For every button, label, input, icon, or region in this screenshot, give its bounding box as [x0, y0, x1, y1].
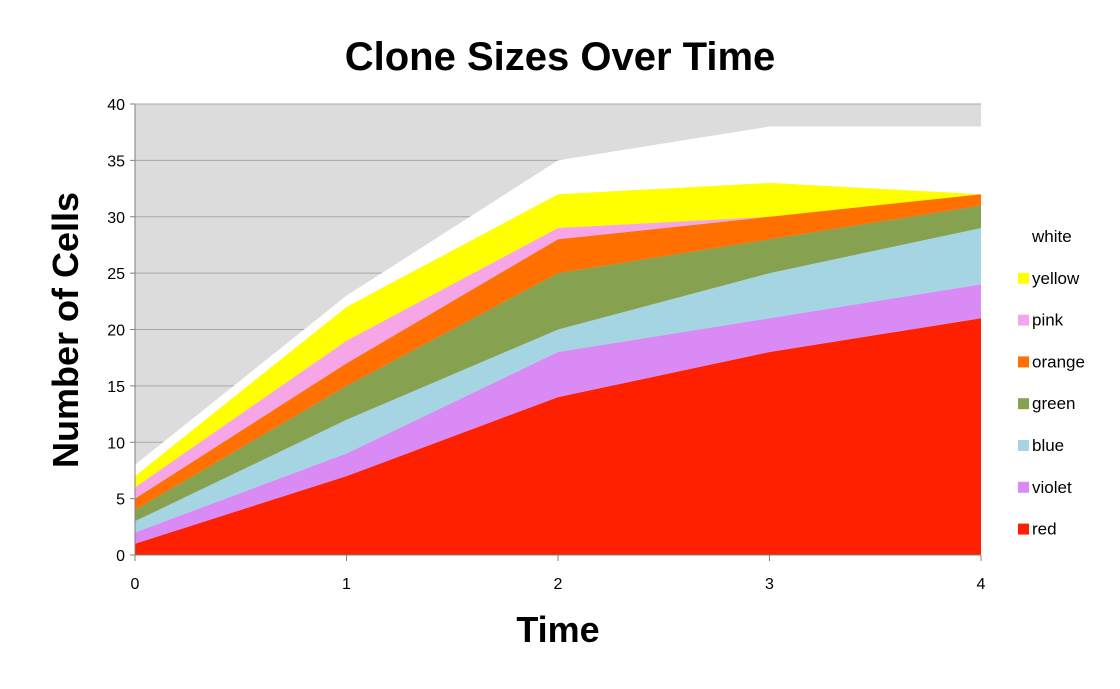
x-tick-label: 4 [977, 576, 986, 593]
legend-swatch-green [1018, 398, 1029, 410]
legend-label-violet: violet [1032, 478, 1072, 497]
legend-label-blue: blue [1032, 436, 1064, 455]
y-tick-label: 10 [107, 435, 125, 452]
legend-label-pink: pink [1032, 311, 1064, 330]
x-tick-label: 3 [765, 576, 774, 593]
area-orange [135, 194, 981, 510]
area-red [135, 318, 981, 555]
area-green [135, 205, 981, 522]
area-series [135, 126, 981, 555]
y-tick-label: 25 [107, 266, 125, 283]
y-axis-title: Number of Cells [45, 192, 86, 468]
legend-label-orange: orange [1032, 352, 1085, 371]
legend-swatch-white [1018, 231, 1029, 242]
y-tick-label: 30 [107, 210, 125, 227]
legend: white yellow pink orange green blue violet red [1018, 227, 1085, 539]
legend-swatch-yellow [1018, 272, 1029, 284]
y-tick-label: 0 [116, 548, 125, 565]
legend-label-white: white [1031, 227, 1072, 246]
x-tick-label: 2 [554, 576, 563, 593]
x-tick-label: 1 [342, 576, 351, 593]
x-tick-label: 0 [131, 576, 140, 593]
y-tick-label: 40 [107, 97, 125, 114]
y-tick-label: 5 [116, 492, 125, 509]
legend-label-green: green [1032, 394, 1075, 413]
legend-label-yellow: yellow [1032, 269, 1080, 288]
area-white [135, 126, 981, 477]
legend-swatch-pink [1018, 314, 1029, 326]
y-tick-label: 20 [107, 323, 125, 340]
y-tick-label: 35 [107, 153, 125, 170]
area-blue [135, 228, 981, 533]
x-tick-labels: 0 1 2 3 4 [131, 576, 986, 593]
chart-title: Clone Sizes Over Time [345, 35, 776, 79]
legend-label-red: red [1032, 520, 1057, 539]
x-axis-title: Time [516, 609, 599, 650]
area-violet [135, 284, 981, 544]
legend-swatch-red [1018, 523, 1029, 535]
legend-swatch-blue [1018, 440, 1029, 451]
legend-swatch-orange [1018, 356, 1029, 368]
axes [130, 103, 982, 561]
y-tick-label: 15 [107, 379, 125, 396]
legend-swatch-violet [1018, 481, 1029, 493]
y-tick-labels: 0 5 10 15 20 25 30 35 40 [107, 97, 125, 565]
